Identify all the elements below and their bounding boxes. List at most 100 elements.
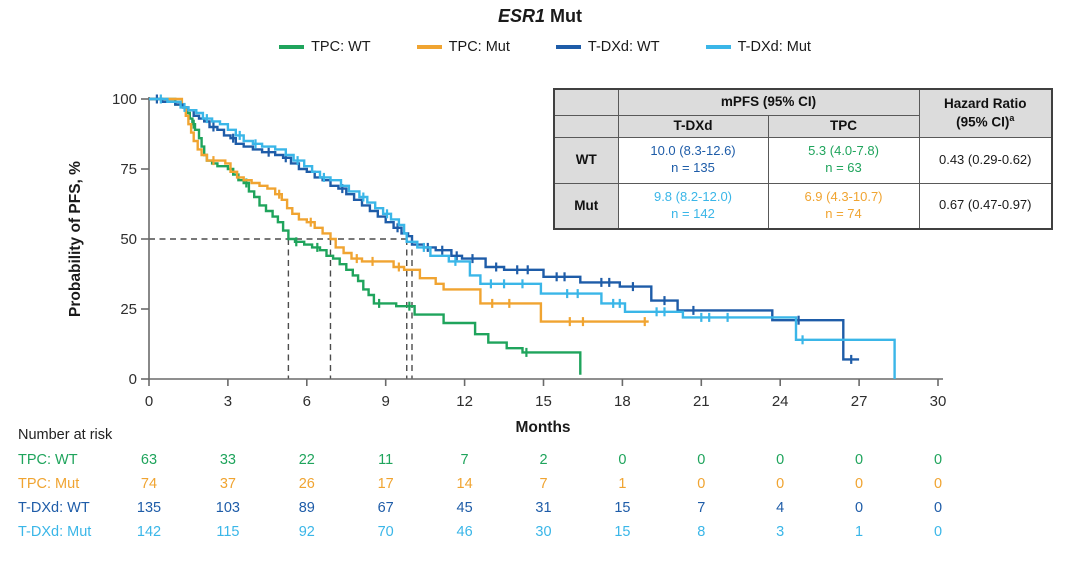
mpfs-group-header: mPFS (95% CI) xyxy=(617,88,920,116)
at-risk-count: 0 xyxy=(618,452,627,468)
chart-legend: TPC: WT TPC: Mut T-DXd: WT T-DXd: Mut xyxy=(150,39,940,55)
y-tick-labels: 0 25 50 75 100 xyxy=(112,91,137,388)
at-risk-count: 26 xyxy=(298,476,315,492)
at-risk-count: 37 xyxy=(219,476,236,492)
at-risk-count: 0 xyxy=(933,452,943,468)
at-risk-count: 15 xyxy=(614,524,631,540)
km-curve-t-dxd-wt xyxy=(149,97,860,361)
at-risk-count: 0 xyxy=(933,524,943,540)
wt-hazard-ratio-cell: 0.43 (0.29-0.62) xyxy=(918,136,1053,184)
footnote-marker: a xyxy=(1009,113,1015,123)
legend-label: TPC: WT xyxy=(311,39,371,55)
at-risk-row-t-dxd-wt: T-DXd: WT 135 103 89 67 45 31 15 7 4 0 0 xyxy=(0,500,1080,520)
at-risk-count: 0 xyxy=(776,476,785,492)
hazard-ratio-header: Hazard Ratio (95% CI)a xyxy=(918,88,1053,138)
at-risk-count: 30 xyxy=(535,524,552,540)
y-tick-label: 50 xyxy=(120,231,137,248)
at-risk-row-label: T-DXd: Mut xyxy=(18,524,92,540)
hazard-ratio-header-line2: (95% CI)a xyxy=(956,113,1015,130)
tdxd-column-header: T-DXd xyxy=(617,114,769,138)
at-risk-row-label: T-DXd: WT xyxy=(18,500,90,516)
legend-item-tpc-wt: TPC: WT xyxy=(279,39,371,55)
x-tick-label: 24 xyxy=(772,393,789,410)
legend-item-t-dxd-mut: T-DXd: Mut xyxy=(705,39,811,55)
at-risk-count: 67 xyxy=(377,500,394,516)
at-risk-count: 1 xyxy=(855,524,864,540)
km-curve-tpc-mut xyxy=(149,97,649,323)
x-tick-label: 6 xyxy=(303,393,311,410)
at-risk-count: 14 xyxy=(456,476,473,492)
y-tick-label: 25 xyxy=(120,301,137,318)
wt-tpc-mpfs-cell: 5.3 (4.0-7.8) n = 63 xyxy=(767,136,920,184)
legend-swatch-tpc-wt xyxy=(279,45,305,49)
x-axis-label: Months xyxy=(515,419,571,436)
at-risk-count: 63 xyxy=(140,452,158,468)
y-tick-label: 0 xyxy=(129,371,137,388)
at-risk-count: 0 xyxy=(697,476,706,492)
km-series-t-dxd-mut xyxy=(149,94,896,379)
at-risk-count: 33 xyxy=(219,452,236,468)
at-risk-count: 70 xyxy=(377,524,394,540)
at-risk-count: 4 xyxy=(776,500,785,516)
at-risk-count: 3 xyxy=(776,524,785,540)
x-tick-label: 21 xyxy=(693,393,710,410)
summary-table-corner-cell xyxy=(553,88,619,116)
number-at-risk-title: Number at risk xyxy=(18,427,113,443)
row-label-mut: Mut xyxy=(553,182,619,230)
at-risk-count: 89 xyxy=(298,500,315,516)
at-risk-count: 31 xyxy=(535,500,552,516)
km-curve-tpc-wt xyxy=(149,97,582,375)
km-curve-t-dxd-mut xyxy=(149,97,896,379)
at-risk-count: 1 xyxy=(618,476,627,492)
at-risk-count: 7 xyxy=(460,452,469,468)
km-series-t-dxd-wt xyxy=(149,94,860,364)
at-risk-count: 7 xyxy=(539,476,548,492)
censor-ticks-t-dxd-mut xyxy=(159,94,804,345)
mut-tdxd-mpfs-cell: 9.8 (8.2-12.0) n = 142 xyxy=(617,182,769,230)
at-risk-count: 15 xyxy=(614,500,631,516)
at-risk-count: 0 xyxy=(855,476,864,492)
summary-table: mPFS (95% CI) Hazard Ratio (95% CI)a T-D… xyxy=(553,88,1053,230)
censor-ticks-tpc-wt xyxy=(192,119,528,357)
at-risk-count: 0 xyxy=(933,476,943,492)
at-risk-count: 142 xyxy=(136,524,162,540)
at-risk-count: 0 xyxy=(933,500,943,516)
legend-item-t-dxd-wt: T-DXd: WT xyxy=(555,39,660,55)
at-risk-count: 7 xyxy=(697,500,706,516)
at-risk-count: 0 xyxy=(776,452,785,468)
x-tick-label: 30 xyxy=(930,393,947,410)
x-tick-labels: 0 3 6 9 12 15 18 21 24 27 30 xyxy=(145,393,947,410)
row-label-wt: WT xyxy=(553,136,619,184)
at-risk-count: 135 xyxy=(136,500,162,516)
mut-hazard-ratio-cell: 0.67 (0.47-0.97) xyxy=(918,182,1053,230)
at-risk-count: 92 xyxy=(298,524,315,540)
at-risk-count: 45 xyxy=(456,500,473,516)
at-risk-count: 0 xyxy=(855,452,864,468)
summary-table-spacer-cell xyxy=(553,114,619,138)
at-risk-count: 17 xyxy=(377,476,394,492)
hazard-ratio-header-line1: Hazard Ratio xyxy=(943,96,1027,112)
x-tick-label: 0 xyxy=(145,393,153,410)
x-tick-label: 18 xyxy=(614,393,631,410)
at-risk-row-t-dxd-mut: T-DXd: Mut 142 115 92 70 46 30 15 8 3 1 0 xyxy=(0,524,1080,544)
at-risk-row-label: TPC: WT xyxy=(18,452,78,468)
at-risk-count: 0 xyxy=(855,500,864,516)
mut-tpc-mpfs-cell: 6.9 (4.3-10.7) n = 74 xyxy=(767,182,920,230)
axes xyxy=(141,97,943,386)
legend-swatch-tpc-mut xyxy=(416,45,442,49)
legend-swatch-t-dxd-mut xyxy=(705,45,731,49)
at-risk-count: 103 xyxy=(215,500,240,516)
at-risk-row-label: TPC: Mut xyxy=(18,476,80,492)
x-tick-label: 3 xyxy=(224,393,232,410)
censor-ticks-t-dxd-wt xyxy=(155,94,853,364)
censor-ticks-tpc-mut xyxy=(212,156,646,327)
x-tick-label: 12 xyxy=(456,393,473,410)
chart-title-gene: ESR1 xyxy=(497,6,546,26)
at-risk-count: 11 xyxy=(378,452,394,468)
legend-swatch-t-dxd-wt xyxy=(555,45,581,49)
at-risk-row-tpc-mut: TPC: Mut 74 37 26 17 14 7 1 0 0 0 0 xyxy=(0,476,1080,496)
at-risk-count: 8 xyxy=(697,524,706,540)
wt-tdxd-mpfs-cell: 10.0 (8.3-12.6) n = 135 xyxy=(617,136,769,184)
